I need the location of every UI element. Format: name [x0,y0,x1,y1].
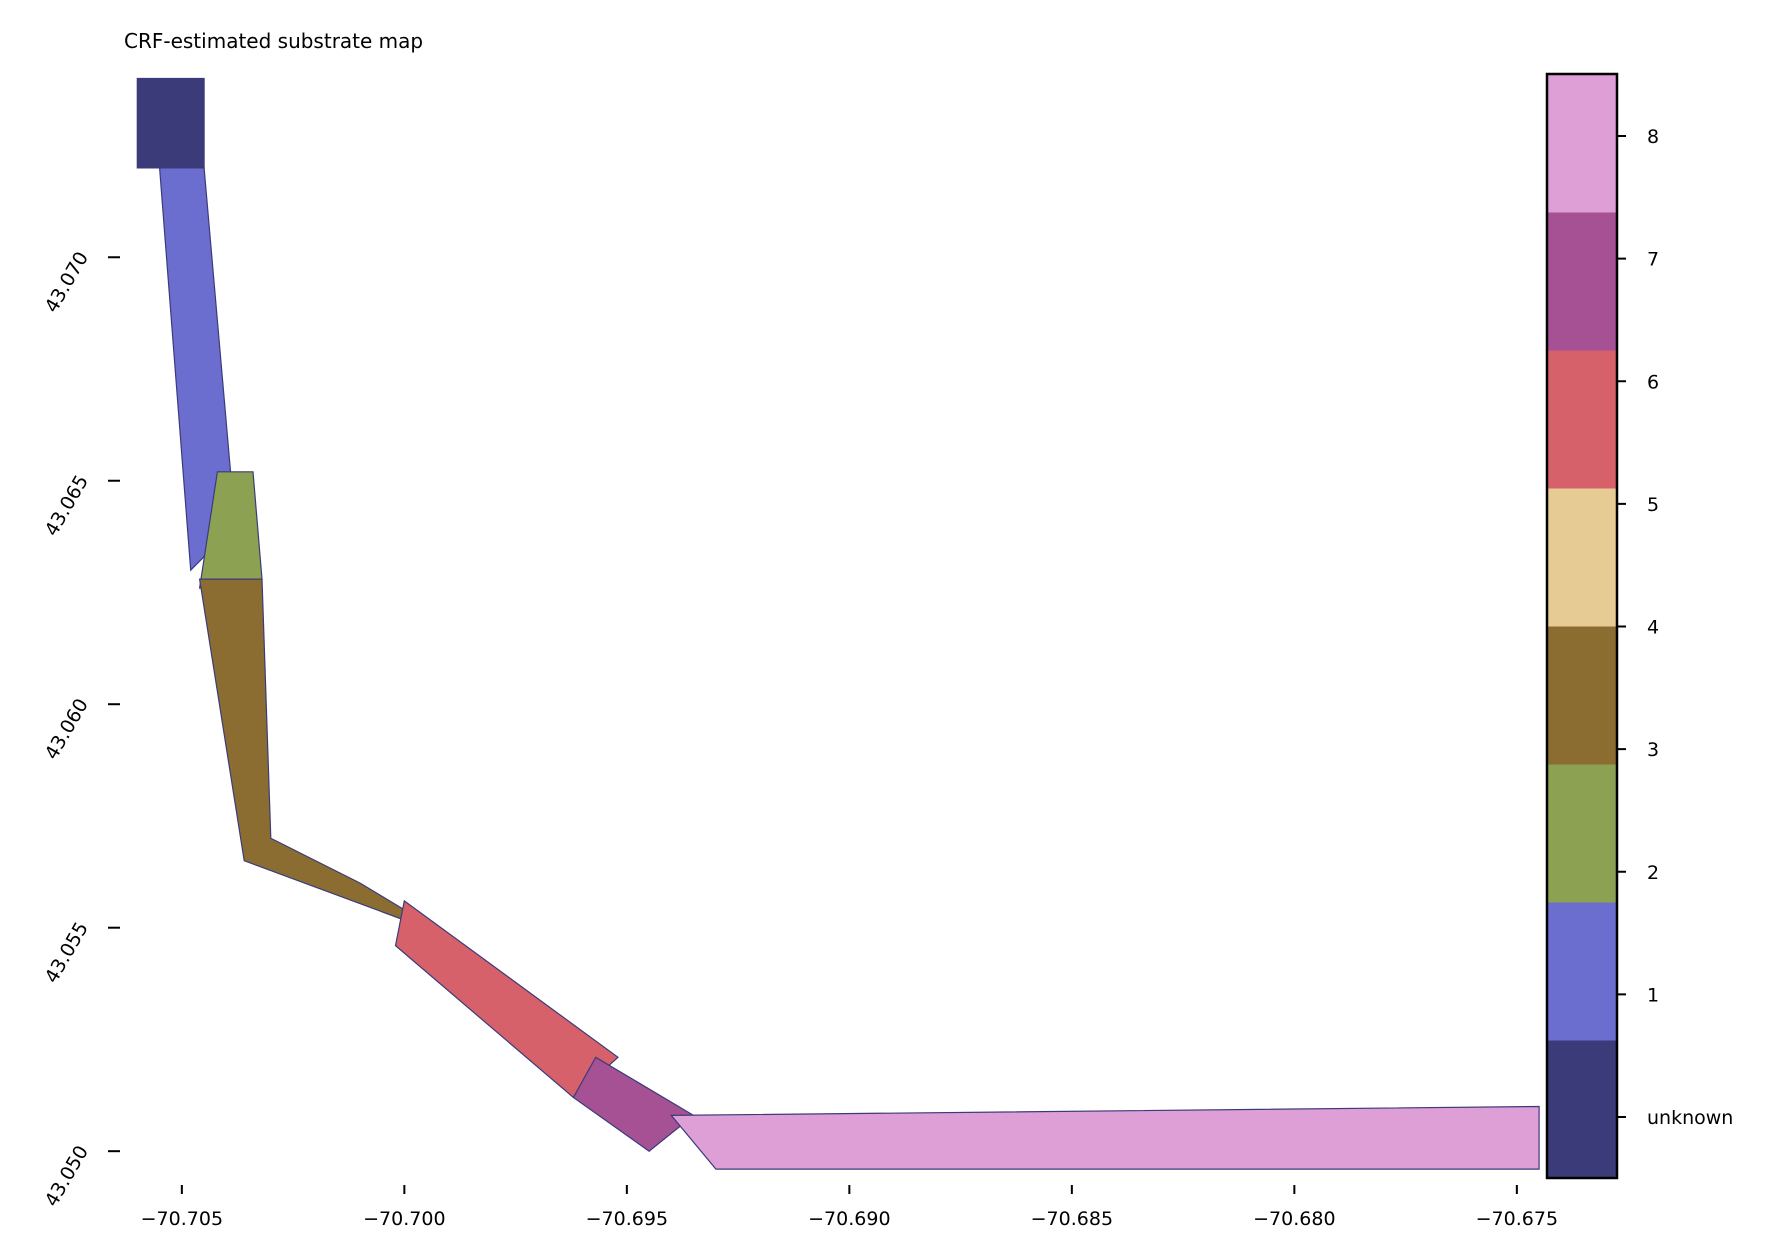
x-tick-label: −70.695 [586,1208,668,1230]
x-tick-label: −70.690 [808,1208,890,1230]
colorbar-swatch [1547,488,1617,627]
y-tick-label: 43.055 [41,918,93,987]
colorbar-tick-label: 8 [1647,126,1659,148]
x-tick-label: −70.700 [363,1208,445,1230]
colorbar-swatch [1547,350,1617,489]
y-tick-label: 43.060 [41,695,93,764]
colorbar: unknown 1 2 3 4 5 6 7 8 [1545,72,1733,1180]
colorbar-swatch [1547,212,1617,351]
colorbar-swatch [1547,902,1617,1041]
x-tick-label: −70.705 [141,1208,223,1230]
y-axis: 43.050 43.055 43.060 43.065 43.070 [41,248,120,1211]
colorbar-swatch [1547,626,1617,765]
x-axis: −70.705 −70.700 −70.695 −70.690 −70.685 −70.6… [141,1185,1558,1230]
chart-title: CRF-estimated substrate map [124,29,423,53]
x-tick-label: −70.675 [1476,1208,1558,1230]
colorbar-tick-label: 7 [1647,249,1659,271]
swath-segment-7 [670,1105,1540,1170]
swath-segment-5 [394,899,619,1099]
x-tick-label: −70.685 [1031,1208,1113,1230]
y-tick-label: 43.050 [41,1142,93,1211]
colorbar-tick-label: 2 [1647,862,1659,884]
colorbar-tick-label: unknown [1647,1107,1733,1129]
swath-segment-unknown [136,77,205,169]
swath-segment-3 [198,578,450,938]
colorbar-tick-label: 6 [1647,371,1659,393]
colorbar-swatch [1547,74,1617,213]
colorbar-tick-label: 3 [1647,739,1659,761]
swath-segment-6 [572,1056,695,1152]
y-tick-label: 43.070 [41,248,93,317]
colorbar-tick-label: 4 [1647,617,1659,639]
colorbar-tick-label: 5 [1647,494,1659,516]
map-area [136,77,1540,1170]
colorbar-tick-label: 1 [1647,984,1659,1006]
colorbar-swatch [1547,1040,1617,1179]
colorbar-swatch [1547,764,1617,903]
y-tick-label: 43.065 [41,471,93,540]
x-tick-label: −70.680 [1253,1208,1335,1230]
